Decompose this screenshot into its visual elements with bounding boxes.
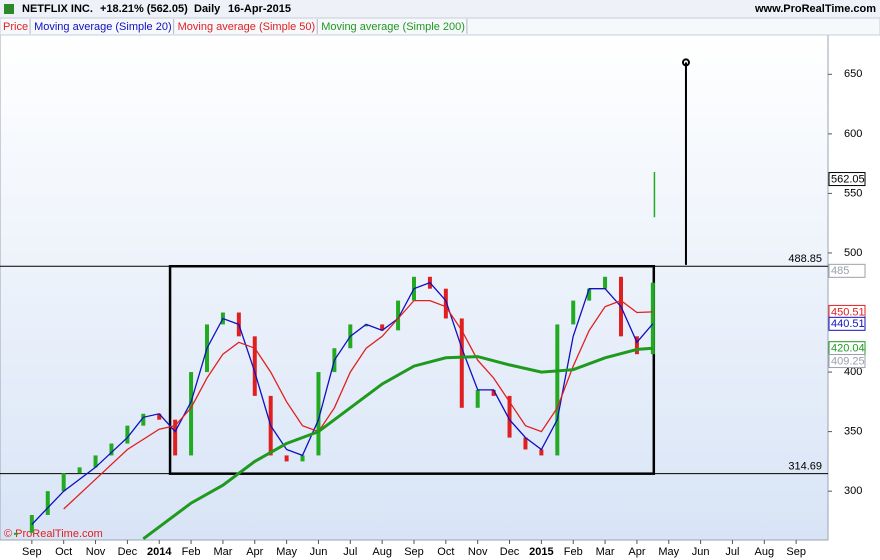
candle [157,413,162,420]
ma-line [63,299,653,510]
price-tag-label: 562.05 [831,173,865,185]
x-tick-label: May [276,546,297,558]
price-tag-label: 485 [831,265,849,277]
x-tick-label: Oct [437,546,454,558]
candle [507,395,512,438]
price-tag [828,316,866,331]
legend-bar [0,17,880,36]
x-tick-label: Nov [468,546,488,558]
ma-line [31,281,654,525]
candle [316,372,321,456]
legend-entry: Price [3,21,28,33]
y-tick-label: 350 [844,426,862,438]
price-tag-label: 440.51 [831,318,865,330]
x-tick-label: May [658,546,679,558]
candle [93,455,98,468]
x-tick-label: Dec [118,546,138,558]
candle [650,282,655,355]
x-tick-label: Mar [596,546,615,558]
x-tick-label: Jun [692,546,710,558]
candle [45,491,50,515]
x-tick-label: Oct [55,546,72,558]
candle [603,276,608,289]
legend-entry: Moving average (Simple 20) [34,21,172,33]
y-tick-label: 600 [844,128,862,140]
candle [634,336,639,355]
x-tick-label: Sep [404,546,424,558]
price-tag [828,354,866,369]
price-tag-label: 450.51 [831,306,865,318]
x-tick-label: Jul [725,546,739,558]
x-tick-label: Sep [786,546,806,558]
copyright: © ProRealTime.com [4,528,103,540]
y-tick-label: 550 [844,187,862,199]
candle [555,324,560,456]
title: NETFLIX INC. [22,3,93,15]
x-tick-label: Jun [310,546,328,558]
price-tag [828,263,866,278]
header-bar [0,0,880,18]
legend-entry: Moving average (Simple 200) [321,21,465,33]
level-label: 488.85 [788,253,822,265]
x-tick-label: Sep [22,546,42,558]
x-tick-label: Jul [343,546,357,558]
marker-handle [681,58,690,67]
period: Daily [194,3,221,15]
candle [284,455,289,462]
x-tick-label: Nov [86,546,106,558]
candle [252,336,257,396]
candle [141,413,146,426]
level-label: 314.69 [788,461,822,473]
candle [61,473,66,492]
price-tag [828,172,866,187]
candle [173,419,178,456]
x-tick-label: Feb [564,546,583,558]
x-tick-label: Apr [628,546,645,558]
legend-entry: Moving average (Simple 50) [178,21,316,33]
y-tick-label: 400 [844,366,862,378]
candle [587,288,592,301]
y-tick-label: 650 [844,68,862,80]
candle [396,300,401,331]
candle [109,443,114,456]
x-tick-label: 2014 [147,546,172,558]
candle [13,532,18,535]
candle [77,467,82,474]
x-tick-label: Apr [246,546,263,558]
change: +18.21% (562.05) [100,3,188,15]
candle [491,389,496,396]
candle [475,389,480,408]
candle [364,324,369,327]
date: 16-Apr-2015 [228,3,291,15]
site: www.ProRealTime.com [754,3,876,15]
candle [443,288,448,319]
x-tick-label: Feb [182,546,201,558]
candle [125,425,130,444]
y-tick-label: 300 [844,485,862,497]
y-tick-label: 500 [844,247,862,259]
x-tick-label: Aug [372,546,392,558]
candle [571,300,576,325]
candle [459,318,464,408]
candle [523,437,528,450]
price-tag-label: 420.04 [831,343,865,355]
price-tag-label: 409.25 [831,355,865,367]
logo [4,4,14,14]
candle [380,324,385,331]
candle [539,449,544,456]
x-tick-label: Mar [213,546,232,558]
x-tick-label: 2015 [529,546,553,558]
candle [189,372,194,456]
ma-line [142,346,653,541]
box [168,264,656,475]
x-tick-label: Aug [755,546,775,558]
x-tick-label: Dec [500,546,520,558]
candle [300,455,305,462]
